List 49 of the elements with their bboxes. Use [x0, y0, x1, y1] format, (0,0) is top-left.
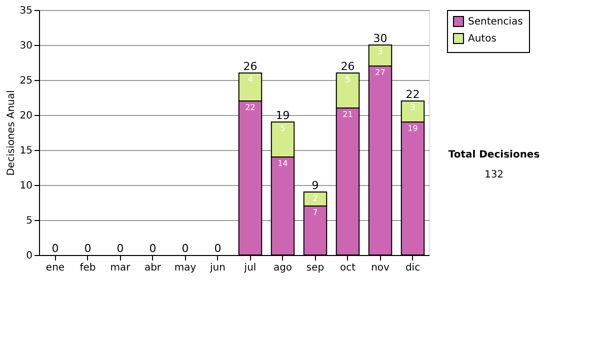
x-tick-label: sep	[306, 262, 324, 274]
y-tick-label: 15	[20, 146, 32, 156]
total-label: 0	[116, 242, 124, 255]
x-tick-label: dic	[405, 262, 420, 274]
data-label: 27	[375, 68, 386, 77]
total-label: 9	[312, 179, 319, 192]
total-label: 19	[276, 109, 290, 122]
total-label: 26	[243, 60, 258, 73]
y-tick-label: 10	[20, 180, 32, 192]
x-tick-label: ago	[273, 262, 292, 274]
total-label: 26	[340, 60, 355, 73]
data-label: 3	[410, 103, 416, 112]
data-label: 21	[342, 110, 353, 119]
x-tick-label: ene	[46, 262, 65, 274]
data-label: 22	[245, 103, 256, 112]
x-tick-label: jul	[243, 262, 256, 274]
data-label: 3	[378, 47, 383, 56]
data-label: 7	[312, 208, 318, 217]
x-tick-label: abr	[144, 262, 162, 274]
data-label: 19	[408, 124, 418, 133]
x-tick-label: feb	[80, 262, 96, 274]
text: 132	[484, 170, 504, 181]
x-tick-label: mar	[110, 262, 132, 274]
total-label: 0	[84, 242, 92, 255]
y-tick-label: 20	[20, 110, 32, 122]
y-axis-title: Decisiones Anual	[6, 90, 17, 176]
y-tick-label: 0	[26, 250, 32, 262]
x-tick-label: jun	[209, 262, 226, 274]
total-label: 30	[373, 32, 388, 45]
legend-label: Autos	[468, 34, 496, 44]
data-label: 5	[345, 75, 350, 84]
y-tick-label: 5	[26, 216, 32, 226]
total-label: 0	[52, 242, 59, 255]
legend-label: Sentencias	[468, 16, 523, 28]
total-label: 22	[406, 88, 420, 101]
total-label: 0	[214, 242, 222, 255]
text: Total Decisiones	[448, 150, 540, 161]
data-label: 4	[248, 75, 253, 84]
data-label: 5	[280, 124, 286, 133]
data-label: 2	[312, 194, 318, 203]
x-tick-label: may	[174, 262, 196, 274]
x-tick-label: oct	[340, 262, 356, 274]
y-tick-label: 35	[20, 6, 32, 16]
y-tick-label: 25	[20, 76, 32, 86]
y-tick-label: 30	[20, 40, 32, 52]
total-label: 0	[182, 242, 189, 255]
total-label: 0	[149, 242, 156, 255]
data-label: 14	[278, 159, 288, 168]
x-tick-label: nov	[371, 262, 390, 274]
